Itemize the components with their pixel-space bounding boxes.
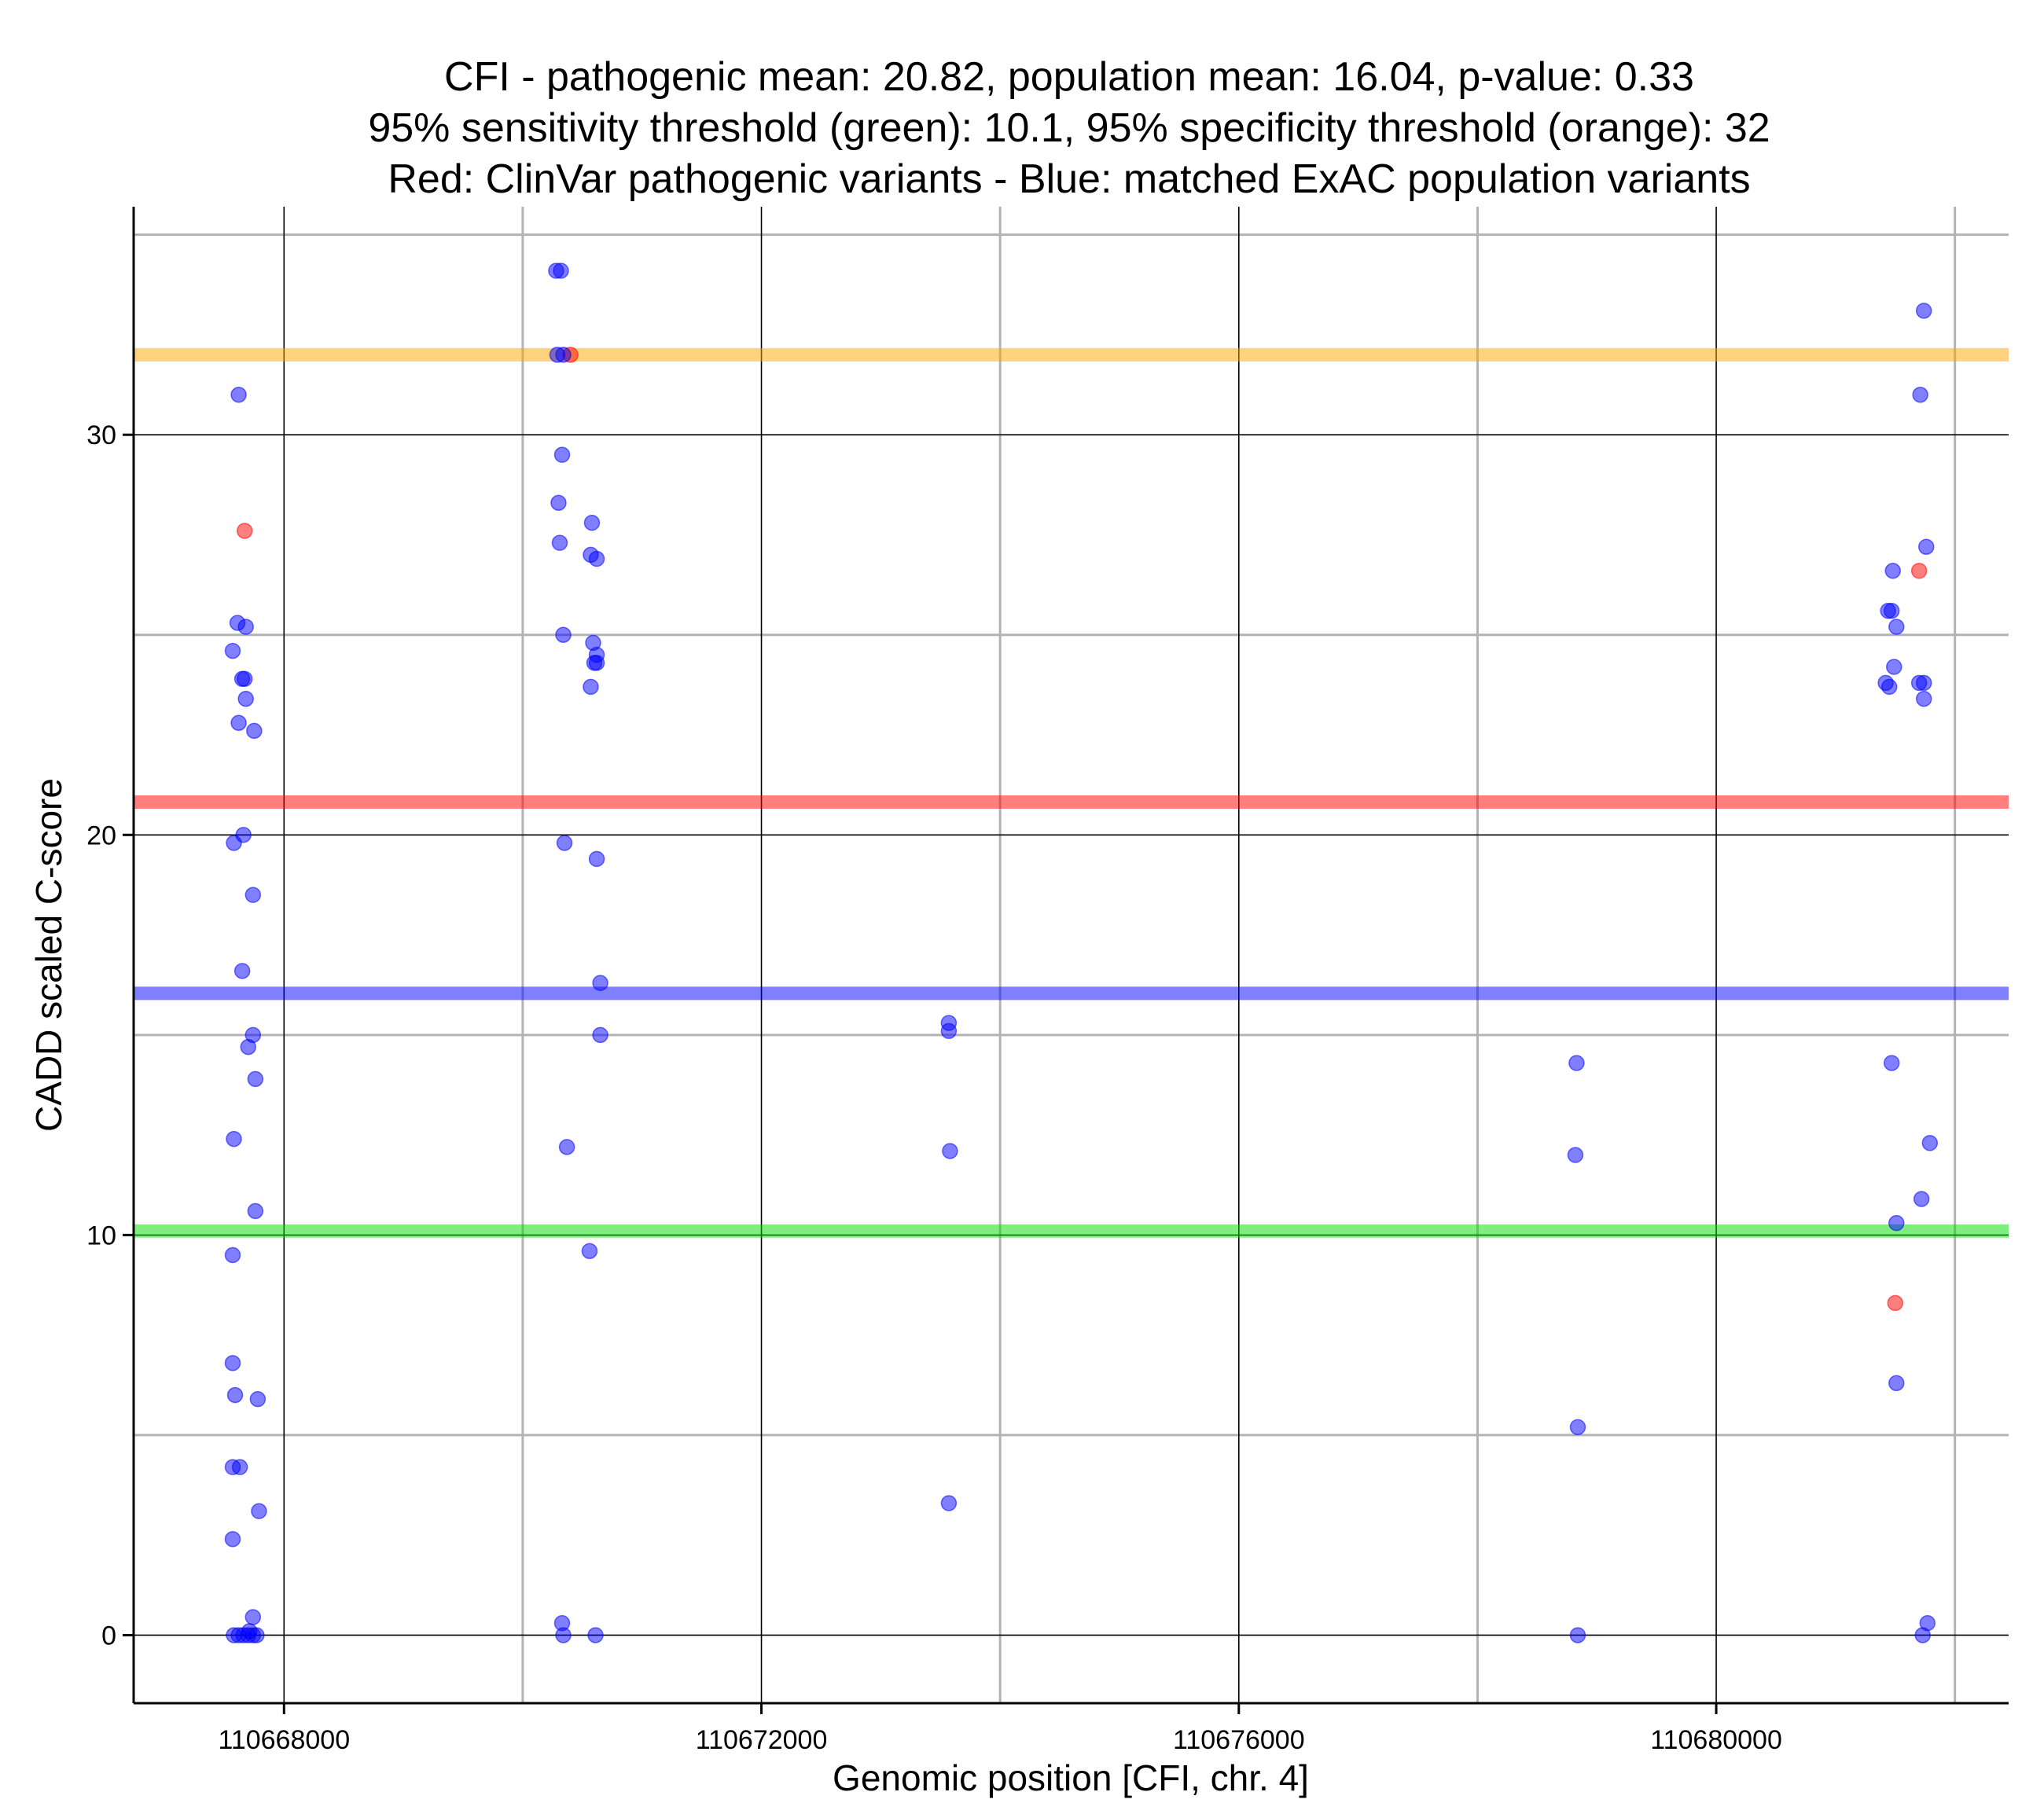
population-point [1567,1147,1584,1163]
population-point [1917,538,1935,555]
population-point [587,1627,604,1643]
population-point [1880,678,1898,696]
population-point [588,655,605,671]
x-tick-label: 110668000 [218,1725,350,1755]
title-line-1: CFI - pathogenic mean: 20.82, population… [444,54,1694,100]
population-point [558,1139,575,1155]
population-point [226,1130,242,1148]
population-point [588,850,605,868]
x-axis-title: Genomic position [CFI, chr. 4] [833,1757,1309,1798]
population-point [244,1609,262,1625]
population-point [1888,1375,1905,1391]
population-point [1913,1191,1930,1207]
chart-title: CFI - pathogenic mean: 20.82, population… [368,54,1770,202]
population-point [226,1386,244,1404]
population-point [1883,602,1900,619]
x-tick-label: 110672000 [696,1725,828,1755]
population-point [1921,1135,1939,1151]
population-point [581,1243,598,1259]
population-point [1886,659,1902,675]
population-point [553,263,569,279]
data-points [224,263,1939,1643]
population-point [1568,1055,1585,1071]
population-point [224,1247,241,1264]
population-point [237,619,254,635]
population-point [1912,387,1928,403]
population-point [1888,619,1905,635]
population-point [583,678,599,696]
population-point [940,1023,958,1039]
population-point [1915,674,1932,692]
threshold-lines [134,347,2009,1238]
population-point [592,1026,608,1044]
population-point [244,887,262,903]
pathogenic-point [1910,563,1928,579]
population-point [236,670,253,687]
x-tick-label: 110676000 [1173,1725,1305,1755]
population-point [555,1627,572,1643]
population-point [249,1390,267,1408]
population-point [230,387,247,403]
pathogenic-point [236,523,253,539]
population-point [1883,1055,1900,1071]
axes [132,207,2009,1705]
population-point [1888,1214,1905,1232]
population-point [1914,1627,1931,1643]
population-point [237,690,254,707]
population-point [1915,303,1932,319]
population-point [233,963,251,979]
population-point [1915,690,1932,707]
population-point [555,626,572,643]
population-point [1569,1419,1586,1435]
population-point [231,1459,248,1475]
population-point [1884,563,1901,579]
population-point [246,722,263,740]
population-point [1569,1627,1586,1643]
title-line-2: 95% sensitivity threshold (green): 10.1,… [368,105,1770,151]
y-axis-title: CADD scaled C-score [28,778,69,1132]
population-point [553,446,571,463]
population-point [247,1070,264,1088]
y-tick-label: 10 [86,1221,116,1250]
population-point [942,1143,958,1159]
population-point [251,1503,267,1519]
population-point [224,642,241,659]
x-tick-label: 110680000 [1650,1725,1782,1755]
population-point [940,1495,958,1511]
grid [134,207,2009,1703]
population-point [583,514,601,531]
population-point [592,975,608,991]
population-point [224,1531,241,1548]
population-point [240,1038,256,1056]
title-line-3: Red: ClinVar pathogenic variants - Blue:… [388,156,1750,202]
population-point [550,494,567,511]
population-point [241,1623,258,1640]
population-point [224,1355,241,1372]
y-tick-label: 30 [86,420,116,450]
population-point [555,347,572,363]
y-tick-label: 0 [101,1621,116,1651]
population-point [230,714,247,731]
population-point [247,1203,264,1220]
population-point [226,835,242,851]
ticks: 0 10 20 30 110668000 110672000 110676000 110680… [86,420,1782,1755]
y-tick-label: 20 [86,821,116,850]
population-point [551,534,568,551]
pathogenic-point [1887,1294,1904,1312]
population-point [556,835,573,851]
population-point [588,550,605,567]
